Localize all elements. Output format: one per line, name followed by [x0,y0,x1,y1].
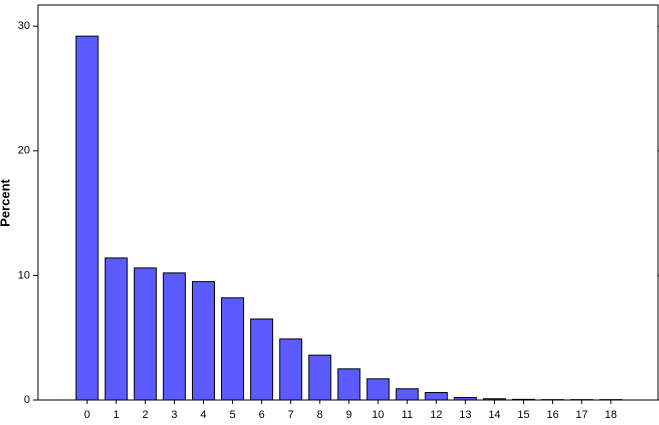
bar [482,398,506,401]
bar [512,398,536,401]
bar [162,272,186,401]
plot-frame [37,4,659,401]
x-tick-label: 9 [346,409,352,421]
x-tick-label: 3 [171,409,177,421]
x-tick-label: 7 [288,409,294,421]
x-tick-label: 18 [605,409,617,421]
y-tick-label: 30 [18,20,30,32]
x-tick-label: 10 [372,409,384,421]
bar [453,397,477,401]
x-tick-label: 2 [142,409,148,421]
x-tick-label: 16 [547,409,559,421]
y-tick-label: 20 [18,145,30,157]
bar [337,368,361,401]
bar [366,378,390,401]
bar [104,257,128,401]
bar [424,392,448,401]
bar [75,35,99,401]
bar [308,354,332,401]
x-tick-label: 15 [517,409,529,421]
x-tick-label: 5 [229,409,235,421]
x-tick-label: 0 [84,409,90,421]
x-tick-label: 4 [200,409,206,421]
bar [395,388,419,401]
x-tick-label: 13 [459,409,471,421]
y-tick-label: 0 [24,394,30,406]
y-tick-label: 10 [18,269,30,281]
bar [221,297,245,401]
x-tick-label: 8 [317,409,323,421]
x-tick-label: 12 [430,409,442,421]
x-tick-label: 11 [401,409,412,421]
x-tick-label: 14 [488,409,500,421]
bar [191,281,215,401]
bar [133,267,157,401]
bar [279,338,303,401]
x-tick-label: 1 [113,409,119,421]
x-tick-label: 6 [259,409,265,421]
y-axis-label: Percent [0,178,12,226]
x-tick-label: 17 [576,409,588,421]
bar [250,318,274,401]
